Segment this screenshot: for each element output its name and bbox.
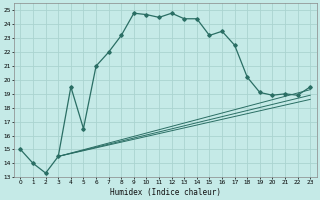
X-axis label: Humidex (Indice chaleur): Humidex (Indice chaleur) <box>110 188 221 197</box>
